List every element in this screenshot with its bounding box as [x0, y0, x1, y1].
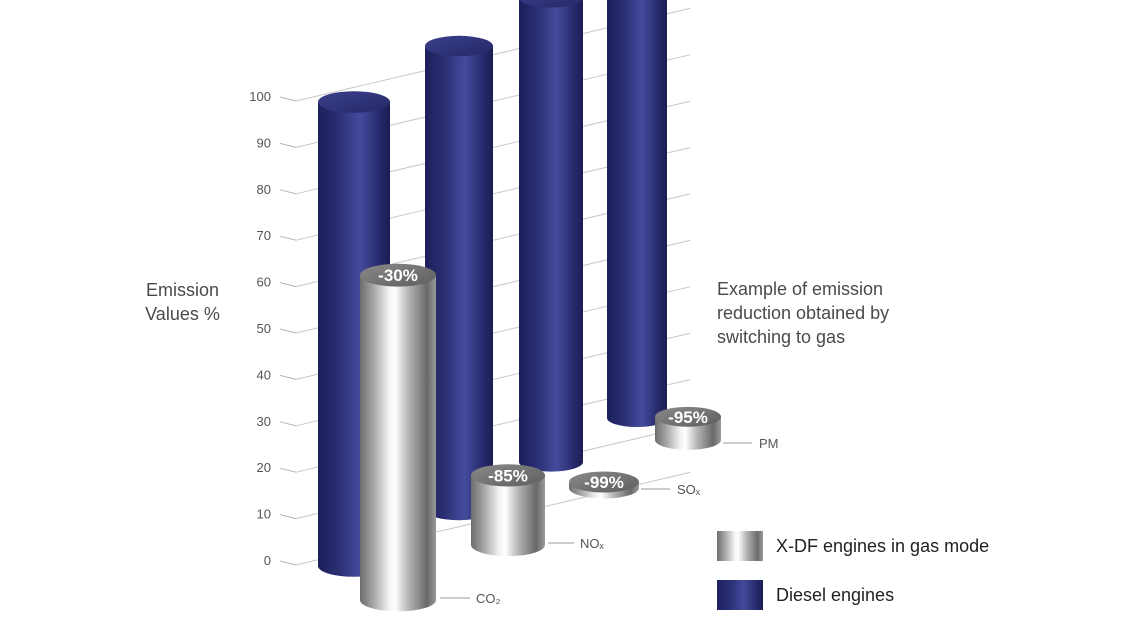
tick-mark — [279, 189, 297, 195]
y-tick-label: 10 — [257, 507, 271, 522]
gas-cylinder-side — [471, 475, 545, 557]
y-tick-label: 70 — [257, 228, 271, 243]
legend-label-diesel: Diesel engines — [776, 584, 895, 605]
diesel-cylinder — [607, 0, 667, 427]
category-label: PM — [759, 436, 779, 451]
gas-cylinder-top — [569, 471, 639, 493]
y-tick-label: 100 — [249, 89, 271, 104]
category-label: SOₓ — [677, 482, 701, 497]
gas-cylinder — [655, 406, 721, 450]
gas-cylinder-top — [360, 263, 436, 287]
diesel-cylinder — [425, 35, 493, 521]
y-tick-label: 80 — [257, 182, 271, 197]
diesel-cylinder-side — [425, 46, 493, 521]
diesel-cylinder-side — [607, 0, 667, 427]
tick-mark — [279, 374, 297, 380]
y-axis-ticks: 0 10 20 30 40 50 60 70 80 90 100 — [249, 89, 297, 568]
reduction-label: -85% — [488, 466, 528, 485]
tick-mark — [279, 560, 297, 566]
diesel-cylinder-top — [519, 0, 583, 8]
tick-mark — [279, 421, 297, 427]
diesel-cylinder-top — [425, 35, 493, 57]
gas-cylinder — [360, 263, 436, 612]
tick-mark — [279, 282, 297, 288]
gas-cylinder — [569, 471, 639, 499]
annotation-text: Example of emission reduction obtained b… — [717, 279, 890, 347]
gas-cylinder-side — [360, 275, 436, 612]
tick-mark — [279, 142, 297, 148]
legend: X-DF engines in gas mode Diesel engines — [717, 530, 989, 628]
cylinders: -95% PM -99% SOₓ -85% NOₓ -30% CO₂ — [318, 0, 779, 612]
y-tick-label: 20 — [257, 460, 271, 475]
diesel-cylinder — [519, 0, 583, 472]
diesel-cylinder-top — [318, 91, 390, 113]
reduction-label: -99% — [584, 473, 624, 492]
legend-item-diesel: Diesel engines — [717, 579, 989, 611]
legend-swatch-diesel — [717, 580, 763, 610]
y-tick-label: 0 — [264, 553, 271, 568]
gas-cylinder-top — [471, 464, 545, 487]
tick-mark — [279, 467, 297, 473]
reduction-label: -30% — [378, 266, 418, 285]
tick-mark — [279, 514, 297, 520]
y-tick-label: 50 — [257, 321, 271, 336]
y-tick-label: 40 — [257, 367, 271, 382]
y-axis-label: Emission Values % — [145, 280, 220, 324]
tick-mark — [279, 96, 297, 102]
category-label: NOₓ — [580, 536, 605, 551]
tick-mark — [279, 235, 297, 241]
tick-mark — [279, 328, 297, 334]
y-tick-label: 90 — [257, 135, 271, 150]
legend-swatch-gas — [717, 531, 763, 561]
y-tick-label: 30 — [257, 414, 271, 429]
y-tick-label: 60 — [257, 275, 271, 290]
diesel-cylinder-side — [519, 0, 583, 472]
reduction-label: -95% — [668, 408, 708, 427]
gas-cylinder — [471, 464, 545, 557]
legend-item-gas: X-DF engines in gas mode — [717, 530, 989, 562]
gas-cylinder-top — [655, 406, 721, 427]
legend-label-gas: X-DF engines in gas mode — [776, 535, 990, 556]
category-label: CO₂ — [476, 591, 501, 606]
